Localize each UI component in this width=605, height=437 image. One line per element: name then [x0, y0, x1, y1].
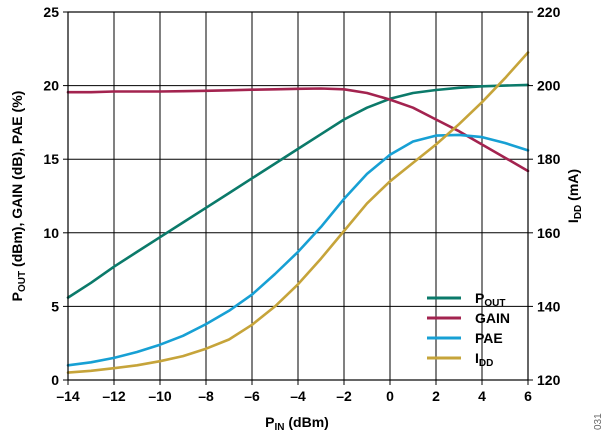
y-right-tick-label: 140 — [537, 298, 561, 314]
y-left-label-rest: (dBm), GAIN (dB), PAE (%) — [9, 91, 25, 271]
x-axis-label-sub: IN — [275, 422, 285, 433]
x-tick-label: –14 — [56, 388, 80, 404]
legend-label-main: I — [475, 350, 479, 366]
y-right-axis-label: IDD (mA) — [565, 169, 584, 223]
grid-lines — [68, 12, 528, 380]
series-line-gain — [66, 87, 530, 173]
axes — [63, 11, 533, 385]
x-tick-label: –10 — [148, 388, 172, 404]
x-tick-label: –12 — [102, 388, 126, 404]
x-tick-label: –6 — [244, 388, 260, 404]
legend-label-main: PAE — [475, 330, 503, 346]
x-tick-label: –2 — [336, 388, 352, 404]
x-tick-label: 6 — [524, 388, 532, 404]
legend-label-main: GAIN — [475, 310, 510, 326]
y-left-tick-label: 0 — [51, 372, 59, 388]
y-left-axis-label: POUT (dBm), GAIN (dB), PAE (%) — [9, 91, 28, 302]
x-axis-label-rest: (dBm) — [285, 414, 329, 430]
legend-label-pae: PAE — [475, 330, 503, 346]
legend-label-idd: IDD — [475, 350, 493, 369]
y-right-label-sub: DD — [573, 205, 584, 219]
x-axis-label: PIN (dBm) — [265, 414, 329, 433]
y-left-tick-label: 10 — [43, 225, 59, 241]
series-lines — [66, 51, 530, 374]
legend-label-gain: GAIN — [475, 310, 510, 326]
series-line-pout — [66, 83, 530, 299]
y-right-tick-label: 220 — [537, 4, 561, 20]
legend-label-main: P — [475, 290, 484, 306]
y-left-tick-label: 15 — [43, 151, 59, 167]
y-right-label-main: I — [565, 219, 581, 223]
y-right-tick-label: 200 — [537, 78, 561, 94]
y-left-label-main: P — [9, 292, 25, 301]
x-axis-label-main: P — [265, 414, 274, 430]
y-right-tick-label: 120 — [537, 372, 561, 388]
y-left-tick-label: 25 — [43, 4, 59, 20]
x-tick-label: 4 — [478, 388, 486, 404]
legend-label-pout: POUT — [475, 290, 505, 309]
legend-label-sub: OUT — [484, 298, 505, 309]
y-right-tick-label: 160 — [537, 225, 561, 241]
y-left-tick-label: 20 — [43, 78, 59, 94]
legend-label-sub: DD — [479, 358, 493, 369]
y-left-tick-label: 5 — [51, 298, 59, 314]
y-left-label-sub: OUT — [17, 271, 28, 292]
y-right-label-rest: (mA) — [565, 169, 581, 205]
y-right-tick-label: 180 — [537, 151, 561, 167]
tick-labels: –14 –12 –10 –8 –6 –4 –2 0 2 4 6 0 5 10 15 20 25 120 140 160… — [43, 4, 560, 404]
x-tick-label: –8 — [198, 388, 214, 404]
x-tick-label: 2 — [432, 388, 440, 404]
figure-id: 031 — [593, 413, 604, 430]
x-tick-label: –4 — [290, 388, 306, 404]
series-line-pae — [66, 133, 530, 367]
x-tick-label: 0 — [386, 388, 394, 404]
series-line-idd — [66, 51, 530, 374]
